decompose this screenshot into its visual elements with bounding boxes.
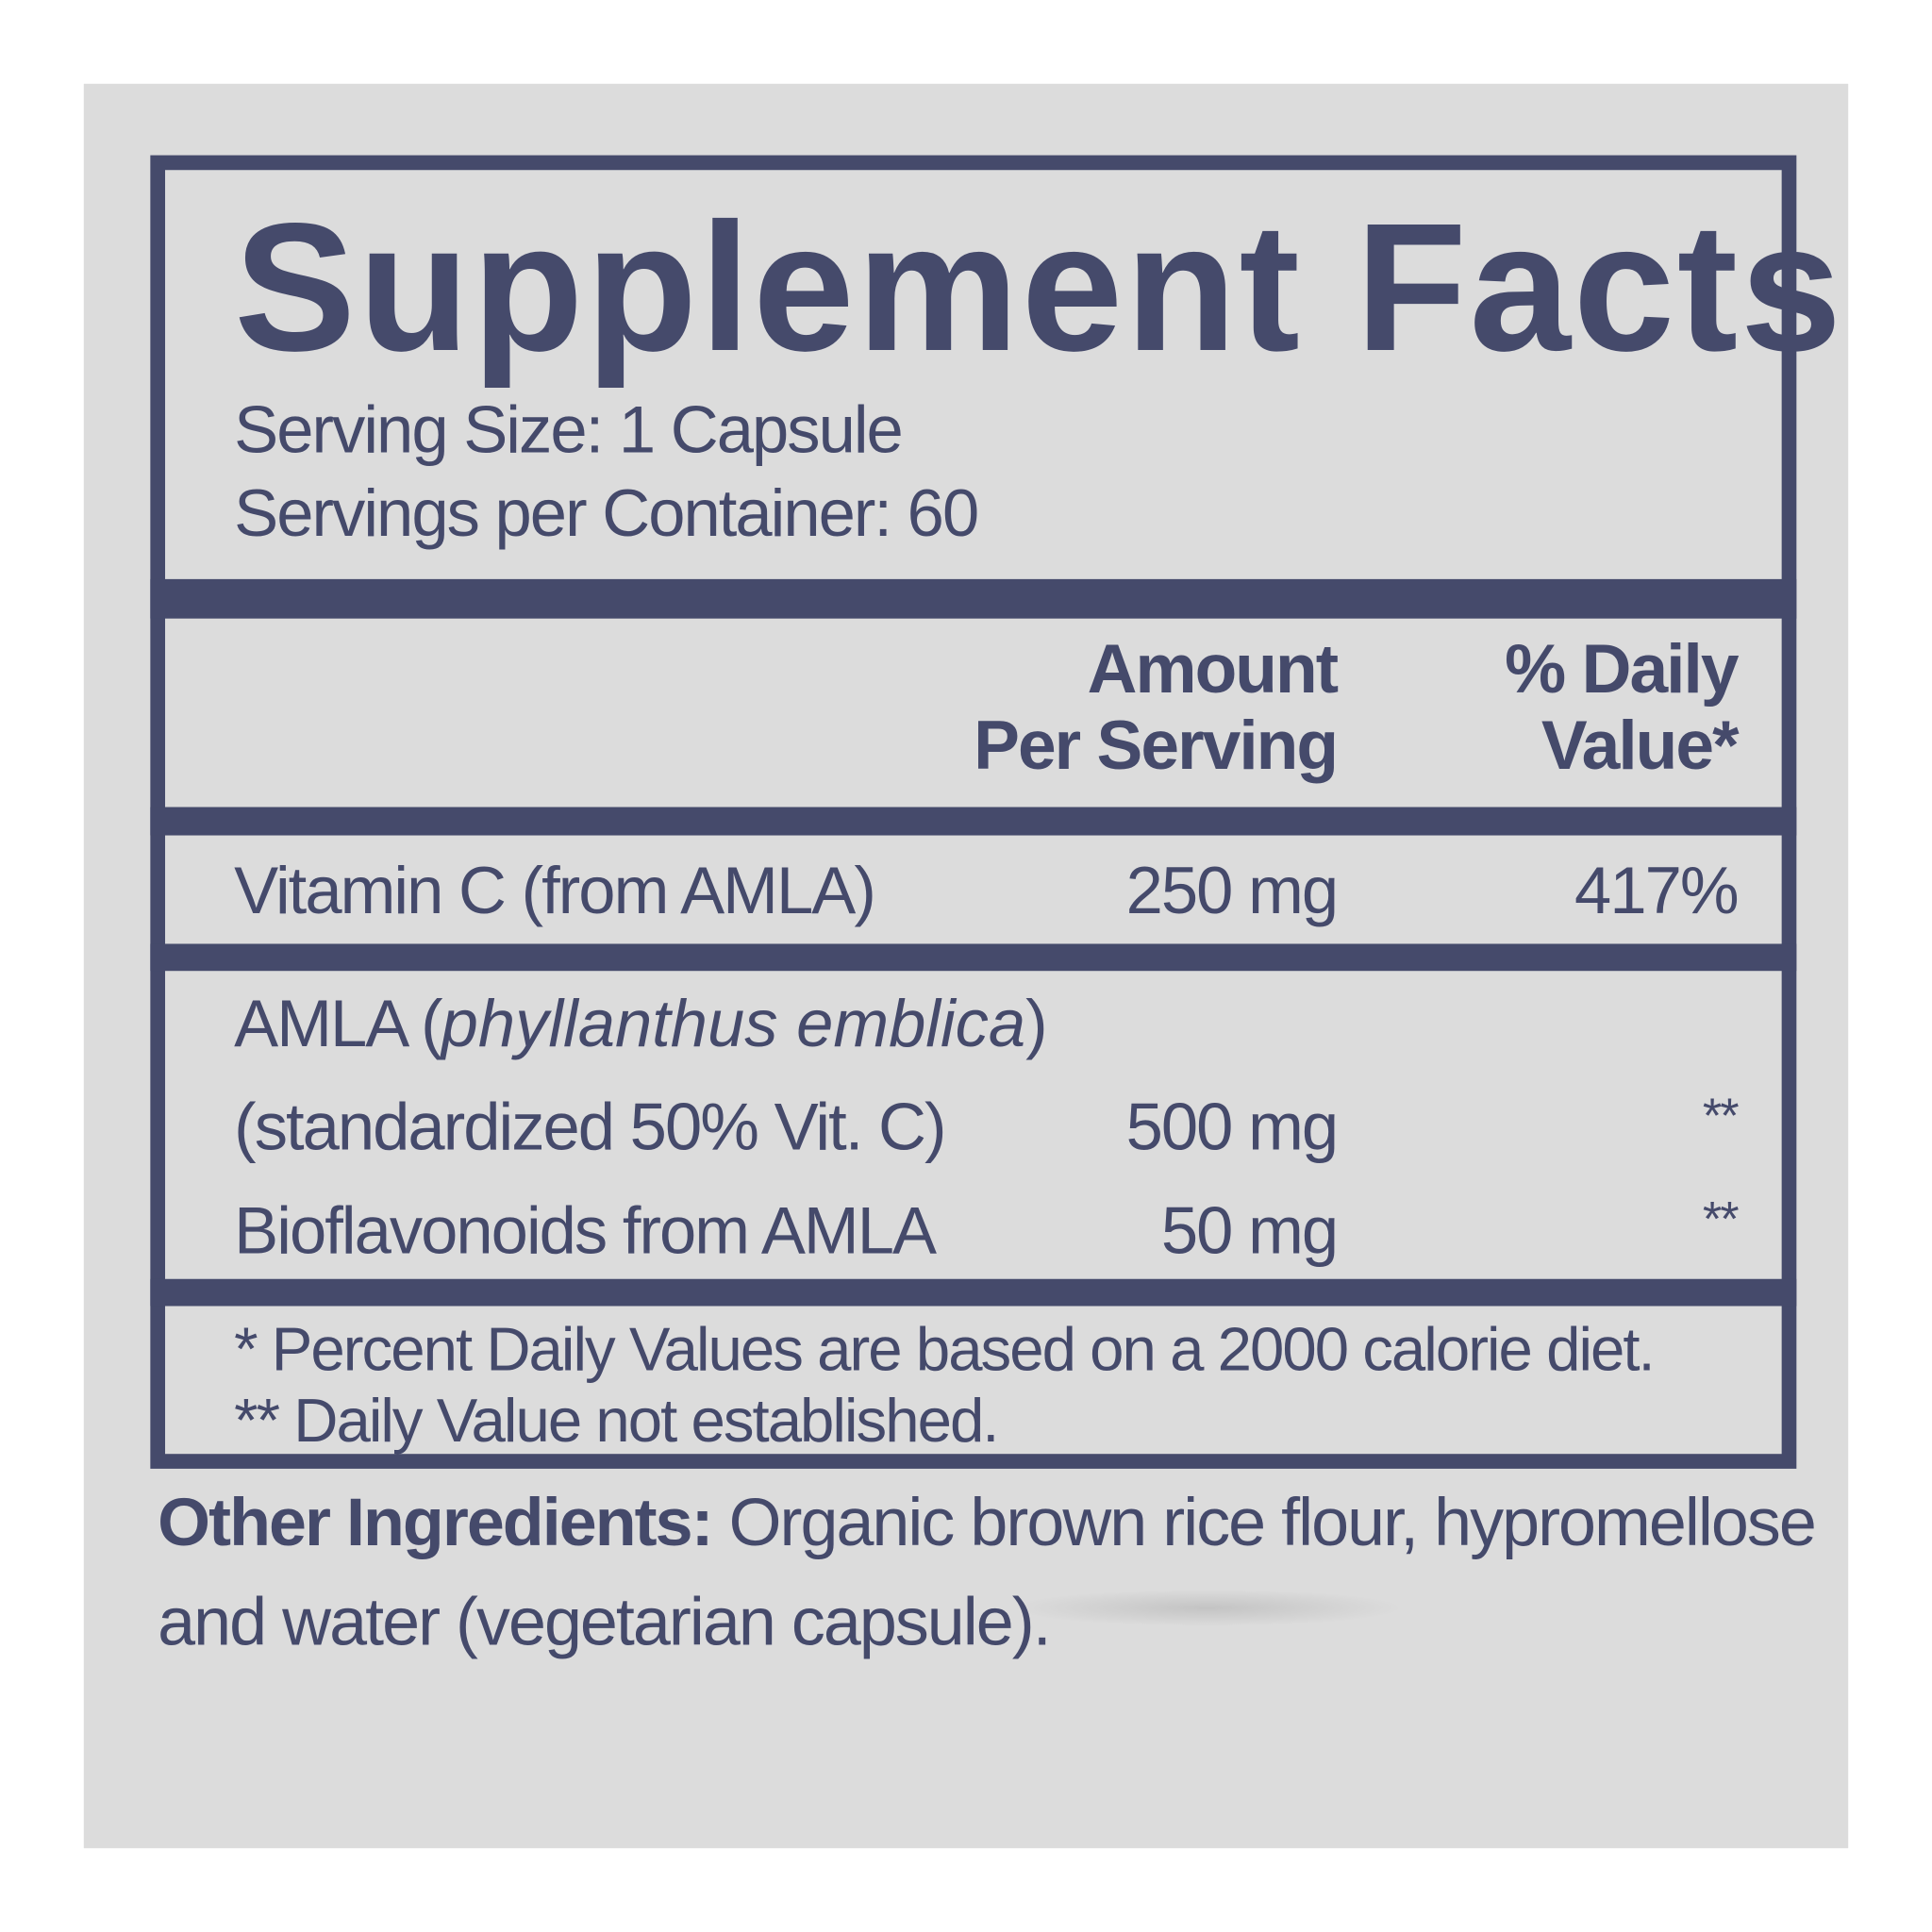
label-border [150, 155, 1797, 1469]
amount-header-line1: Amount [1087, 629, 1339, 708]
row-name-prefix: AMLA ( [234, 987, 442, 1061]
divider [150, 1278, 1797, 1307]
divider-thick [150, 578, 1797, 619]
row-daily-value: 417% [1574, 854, 1740, 928]
servings-per-container: Servings per Container: 60 [234, 476, 979, 551]
row-name: AMLA (phyllanthus emblica) [234, 991, 1048, 1058]
row-amount: 50 mg [1160, 1193, 1339, 1268]
row-amount: 500 mg [1125, 1090, 1339, 1165]
label-title: Supplement Facts [234, 186, 1844, 390]
other-ingredients: Other Ingredients: Organic brown rice fl… [158, 1482, 1817, 1561]
amount-header: Amount Per Serving [974, 629, 1339, 784]
other-ingredients-label: Other Ingredients: [158, 1483, 713, 1560]
divider [150, 943, 1797, 972]
dv-header-line1: % Daily [1505, 629, 1739, 708]
row-daily-value: ** [1702, 1089, 1740, 1144]
row-name-line2: (standardized 50% Vit. C) [234, 1090, 946, 1165]
amount-header-line2: Per Serving [974, 706, 1339, 784]
row-name: Bioflavonoids from AMLA [234, 1193, 937, 1268]
shadow-smudge [1010, 1589, 1405, 1627]
divider [150, 807, 1797, 836]
row-name-suffix: ) [1025, 987, 1048, 1061]
row-name-latin: phyllanthus emblica [441, 987, 1026, 1061]
dv-header-line2: Value* [1541, 706, 1740, 784]
footnote: * Percent Daily Values are based on a 20… [234, 1314, 1656, 1384]
other-ingredients-text: Organic brown rice flour, hypromellose [711, 1483, 1817, 1560]
row-daily-value: ** [1702, 1192, 1740, 1247]
other-ingredients-line2: and water (vegetarian capsule). [158, 1583, 1052, 1660]
serving-size: Serving Size: 1 Capsule [234, 392, 904, 468]
daily-value-header: % Daily Value* [1505, 629, 1740, 784]
row-name: Vitamin C (from AMLA) [234, 854, 876, 928]
row-amount: 250 mg [1125, 854, 1339, 928]
footnote: ** Daily Value not established. [234, 1386, 999, 1456]
